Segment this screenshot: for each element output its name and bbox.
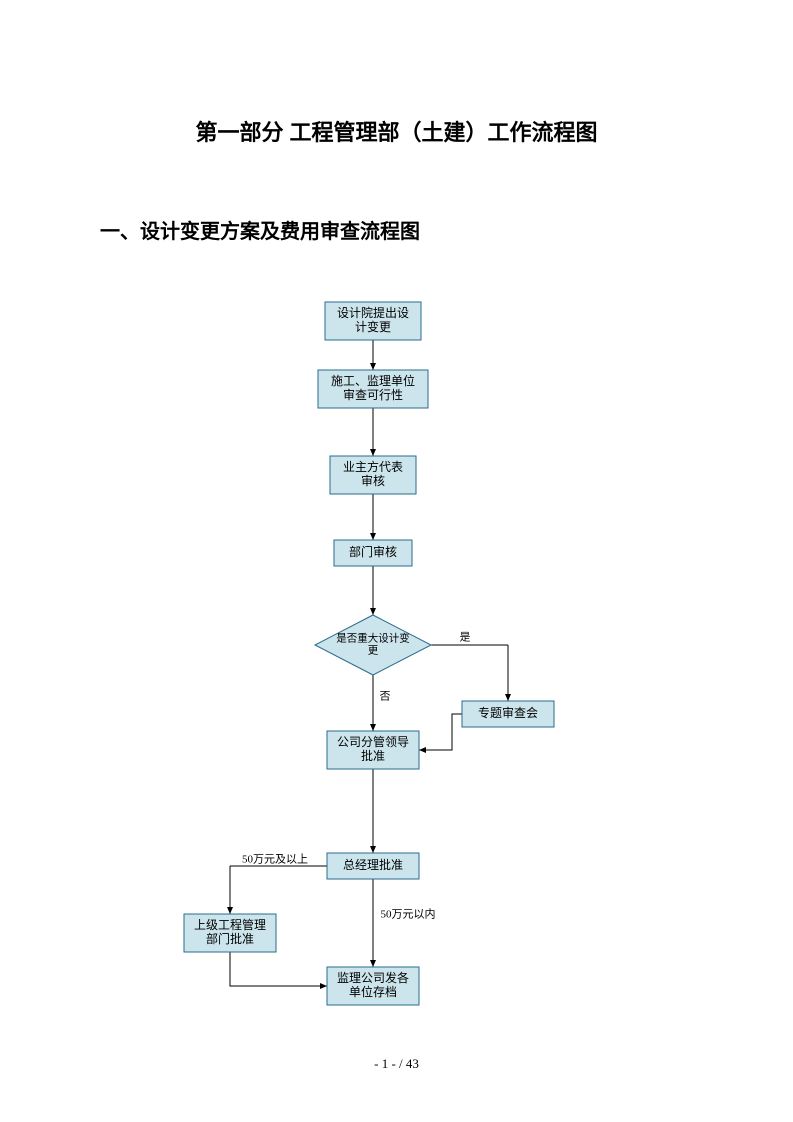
- svg-text:批准: 批准: [361, 748, 385, 763]
- svg-text:监理公司发各: 监理公司发各: [337, 970, 409, 985]
- page: 第一部分 工程管理部（土建）工作流程图 一、设计变更方案及费用审查流程图 是否5…: [0, 0, 793, 1122]
- flowchart-svg: 是否 50万元及以上 50万元以内 设计院提出设计变更施工、监理单位审查可行性业主方代…: [0, 0, 793, 1122]
- svg-text:总经理批准: 总经理批准: [343, 857, 403, 872]
- svg-text:公司分管领导: 公司分管领导: [337, 734, 409, 749]
- svg-text:否: 否: [380, 691, 391, 703]
- svg-text:计变更: 计变更: [355, 319, 391, 334]
- svg-text:是否重大设计变: 是否重大设计变: [336, 631, 410, 644]
- svg-text:单位存档: 单位存档: [349, 984, 397, 999]
- page-footer: - 1 - / 43: [0, 1056, 793, 1072]
- svg-text:上级工程管理: 上级工程管理: [194, 917, 266, 932]
- svg-text:50万元及以上: 50万元及以上: [242, 853, 308, 866]
- svg-text:施工、监理单位: 施工、监理单位: [331, 373, 415, 388]
- svg-text:审查可行性: 审查可行性: [343, 387, 403, 402]
- svg-text:50万元以内: 50万元以内: [381, 907, 436, 921]
- svg-text:业主方代表: 业主方代表: [343, 459, 403, 474]
- svg-text:部门批准: 部门批准: [206, 931, 254, 946]
- svg-text:是: 是: [460, 631, 471, 644]
- svg-text:审核: 审核: [361, 473, 385, 488]
- svg-text:专题审查会: 专题审查会: [478, 705, 538, 720]
- svg-text:部门审核: 部门审核: [349, 544, 397, 559]
- svg-text:更: 更: [368, 644, 379, 656]
- svg-text:设计院提出设: 设计院提出设: [337, 305, 409, 320]
